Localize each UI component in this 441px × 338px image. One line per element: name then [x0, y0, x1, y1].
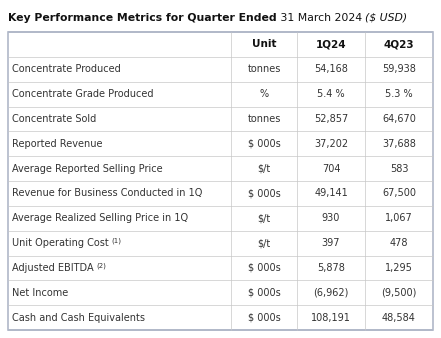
Text: 5.3 %: 5.3 %: [385, 89, 413, 99]
Text: Cash and Cash Equivalents: Cash and Cash Equivalents: [12, 313, 145, 322]
Text: 37,688: 37,688: [382, 139, 416, 149]
Text: 5.4 %: 5.4 %: [317, 89, 345, 99]
Text: 52,857: 52,857: [314, 114, 348, 124]
Text: $/t: $/t: [258, 213, 271, 223]
Bar: [8, 32, 433, 330]
Text: 49,141: 49,141: [314, 188, 348, 198]
Text: %: %: [259, 89, 269, 99]
Text: Adjusted EBITDA: Adjusted EBITDA: [12, 263, 97, 273]
Text: Average Realized Selling Price in 1Q: Average Realized Selling Price in 1Q: [12, 213, 188, 223]
Text: (9,500): (9,500): [381, 288, 417, 298]
Text: 67,500: 67,500: [382, 188, 416, 198]
Text: 930: 930: [322, 213, 340, 223]
Text: Unit Operating Cost: Unit Operating Cost: [12, 238, 112, 248]
Text: $ 000s: $ 000s: [248, 313, 280, 322]
Text: 397: 397: [322, 238, 340, 248]
Text: 54,168: 54,168: [314, 64, 348, 74]
Text: tonnes: tonnes: [247, 64, 281, 74]
Text: 478: 478: [390, 238, 408, 248]
Text: (2): (2): [97, 262, 107, 269]
Text: 5,878: 5,878: [317, 263, 345, 273]
Text: Net Income: Net Income: [12, 288, 68, 298]
Text: (6,962): (6,962): [313, 288, 349, 298]
Text: (1): (1): [112, 237, 122, 244]
Text: 4Q23: 4Q23: [384, 40, 414, 49]
Text: 1Q24: 1Q24: [316, 40, 346, 49]
Text: 108,191: 108,191: [311, 313, 351, 322]
Text: $ 000s: $ 000s: [248, 188, 280, 198]
Text: 583: 583: [390, 164, 408, 174]
Text: Concentrate Produced: Concentrate Produced: [12, 64, 121, 74]
Text: 31 March 2024: 31 March 2024: [277, 13, 365, 23]
Text: 64,670: 64,670: [382, 114, 416, 124]
Text: 704: 704: [322, 164, 340, 174]
Text: Unit: Unit: [252, 40, 277, 49]
Text: $ 000s: $ 000s: [248, 288, 280, 298]
Text: Revenue for Business Conducted in 1Q: Revenue for Business Conducted in 1Q: [12, 188, 202, 198]
Text: ($ USD): ($ USD): [365, 13, 407, 23]
Text: Average Reported Selling Price: Average Reported Selling Price: [12, 164, 163, 174]
Text: Reported Revenue: Reported Revenue: [12, 139, 102, 149]
Text: $/t: $/t: [258, 238, 271, 248]
Text: Key Performance Metrics for Quarter Ended: Key Performance Metrics for Quarter Ende…: [8, 13, 277, 23]
Text: tonnes: tonnes: [247, 114, 281, 124]
Text: 59,938: 59,938: [382, 64, 416, 74]
Text: $ 000s: $ 000s: [248, 263, 280, 273]
Text: Concentrate Grade Produced: Concentrate Grade Produced: [12, 89, 153, 99]
Text: 48,584: 48,584: [382, 313, 416, 322]
Text: 1,295: 1,295: [385, 263, 413, 273]
Text: 37,202: 37,202: [314, 139, 348, 149]
Text: Concentrate Sold: Concentrate Sold: [12, 114, 96, 124]
Text: 1,067: 1,067: [385, 213, 413, 223]
Text: $ 000s: $ 000s: [248, 139, 280, 149]
Text: $/t: $/t: [258, 164, 271, 174]
